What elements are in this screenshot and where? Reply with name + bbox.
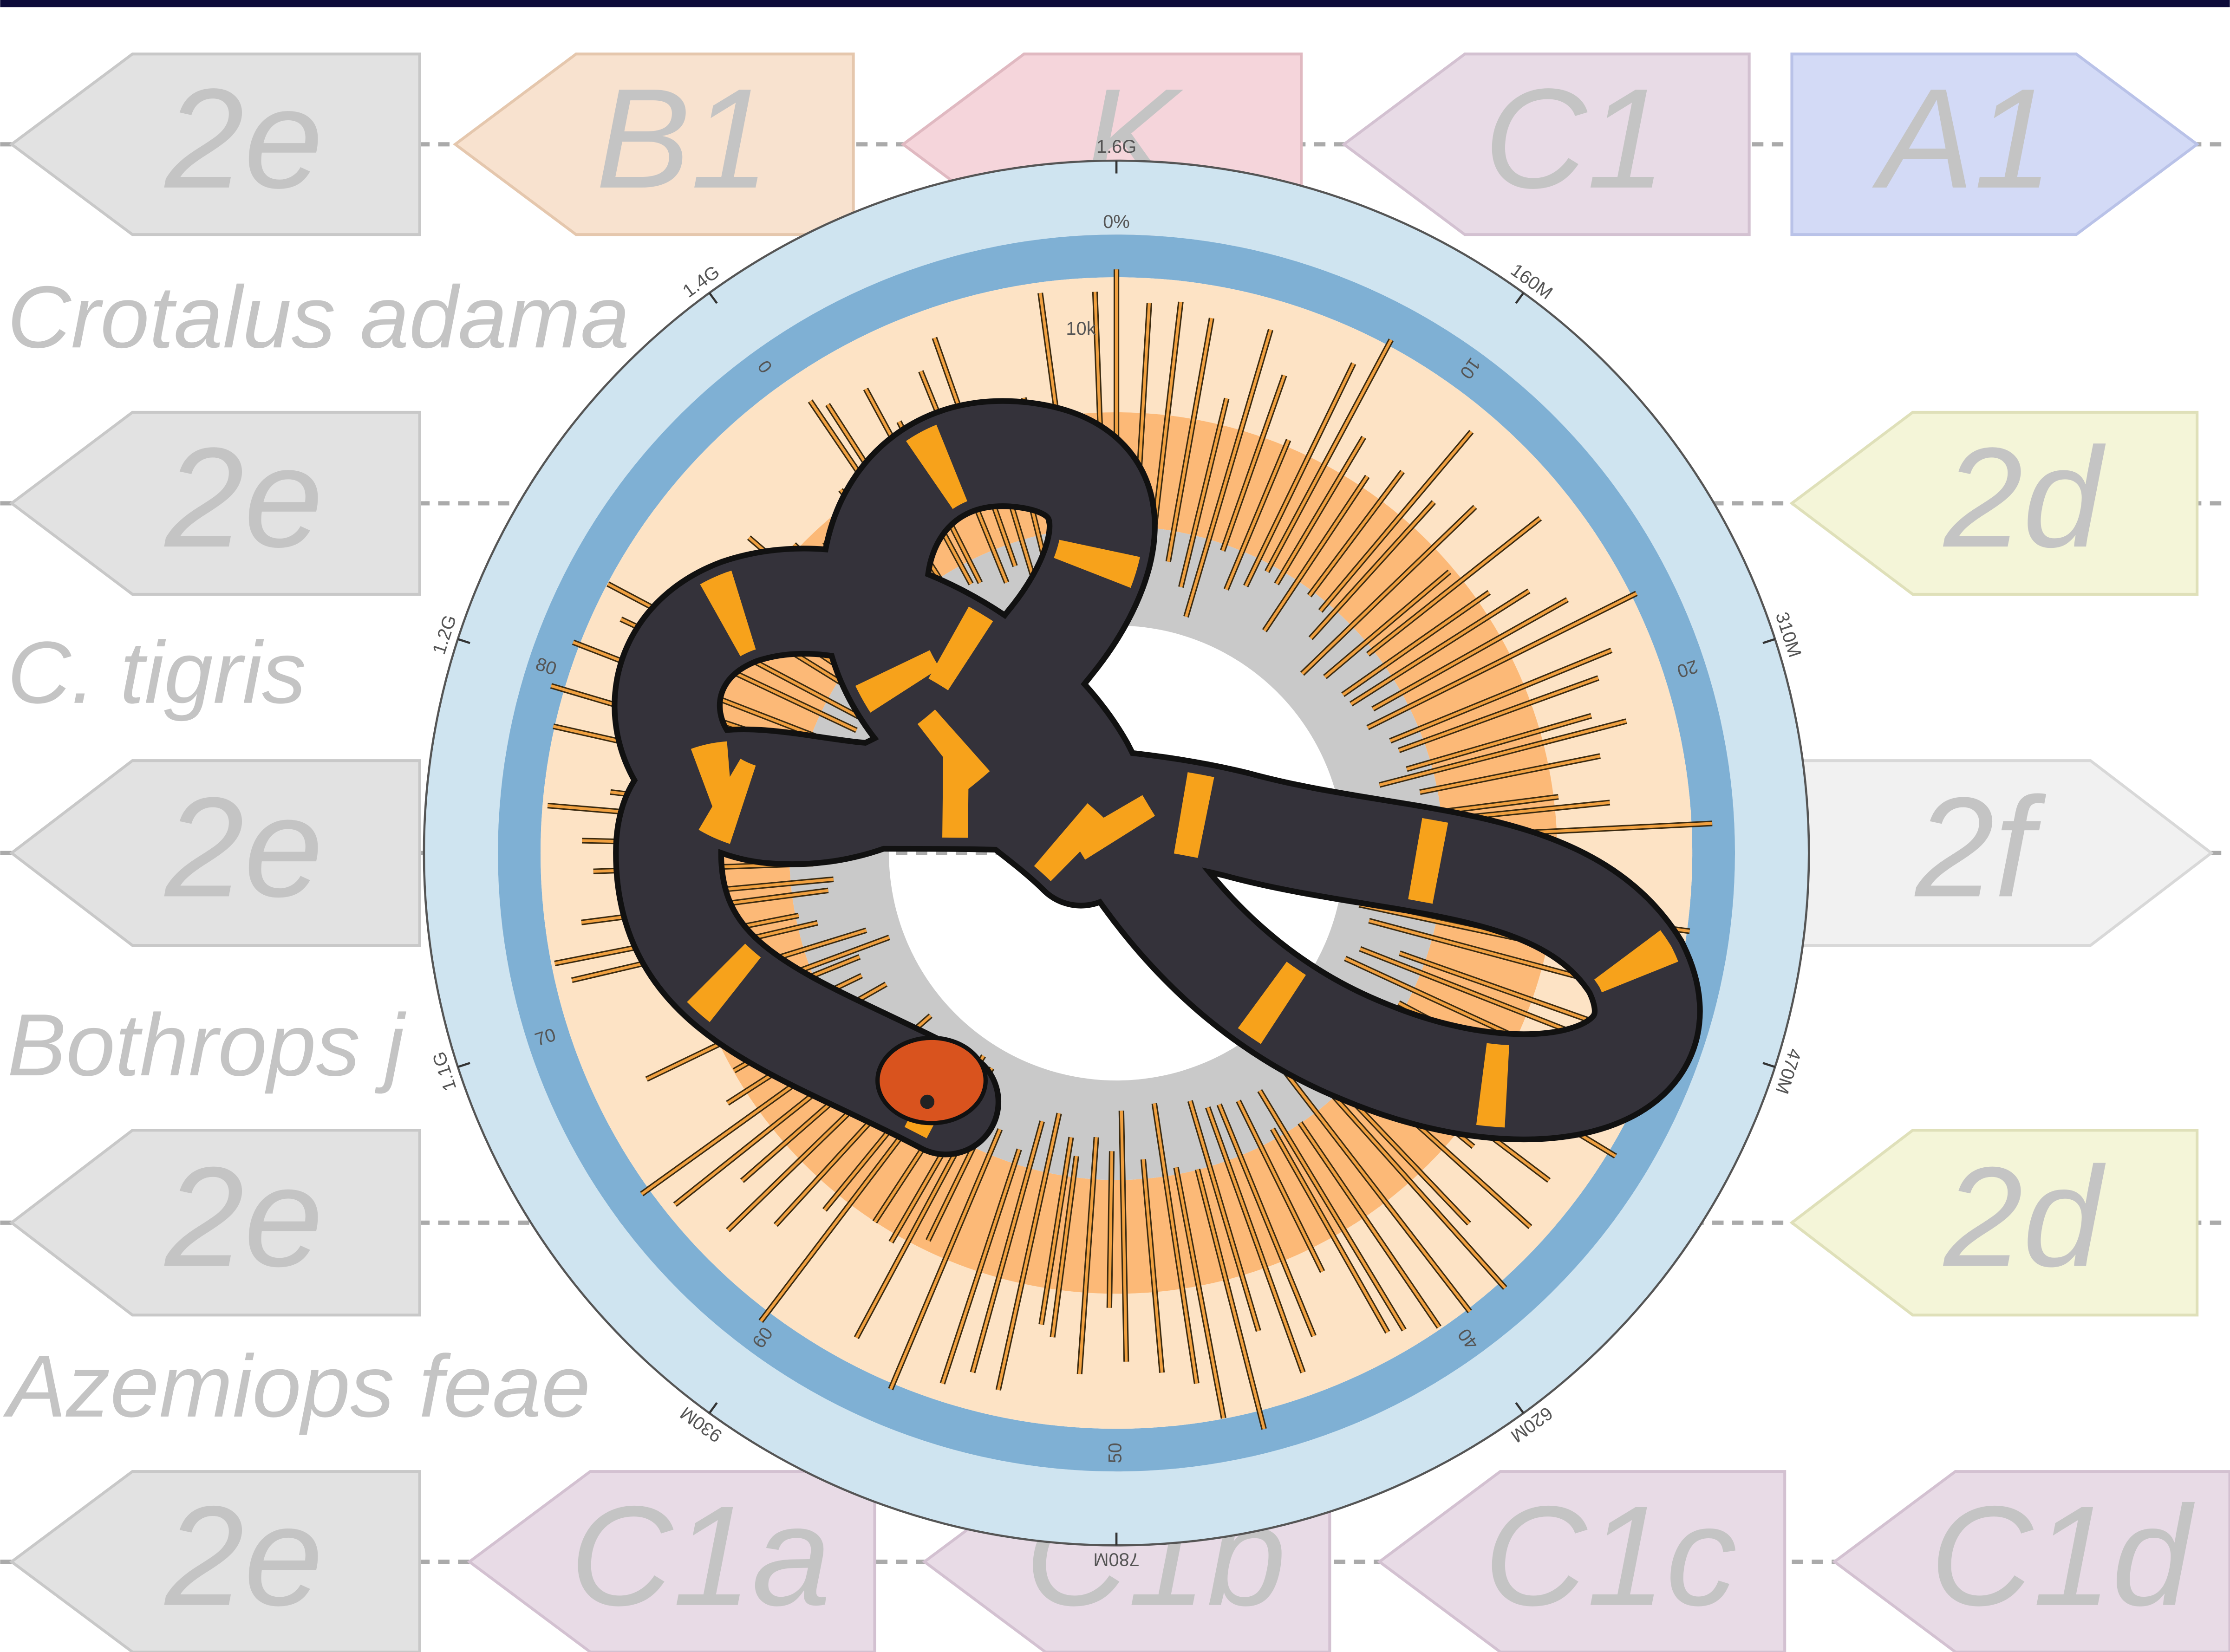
snake-eye	[920, 1095, 935, 1109]
gene-label: 2e	[163, 1476, 323, 1635]
gene-label: 2d	[1942, 418, 2107, 577]
gene-label: A1	[1870, 59, 2053, 218]
gene-label: 2d	[1942, 1137, 2107, 1296]
gene-label: C1	[1484, 59, 1666, 218]
species-name: Bothrops j	[7, 996, 407, 1094]
top-border	[0, 0, 2230, 7]
species-name: C. tigris	[7, 624, 306, 722]
gene-label: 2f	[1913, 767, 2047, 926]
inner-tick-label: 50	[1105, 1443, 1126, 1463]
gene-label: 2e	[163, 418, 323, 577]
outer-tick-label: 780M	[1093, 1549, 1140, 1569]
figure: 2eB1KC1A12e2d2e2f2e2d2eC1aC1bC1cC1dCrota…	[0, 0, 2230, 1652]
snake-head	[878, 1038, 986, 1123]
gene-label: 2e	[163, 1137, 323, 1296]
gene-label: C1c	[1484, 1476, 1737, 1635]
gene-label: C1d	[1930, 1476, 2196, 1635]
species-name: Crotalus adama	[7, 268, 630, 366]
page: Graphical abstract {"gene_rows": [ {"arr…	[0, 0, 2230, 1652]
gene-label: 2e	[163, 59, 323, 218]
scale-label: 10k	[1066, 319, 1095, 339]
gene-label: C1a	[570, 1476, 831, 1635]
outer-tick-label: 1.6G	[1096, 137, 1136, 157]
species-name: Azemiops feae	[3, 1337, 591, 1436]
gene-label: B1	[596, 59, 770, 218]
top-label: 0%	[1103, 212, 1130, 232]
gene-label: 2e	[163, 767, 323, 926]
body: 2eB1KC1A12e2d2e2f2e2d2eC1aC1bC1cC1dCrota…	[0, 0, 2230, 1652]
